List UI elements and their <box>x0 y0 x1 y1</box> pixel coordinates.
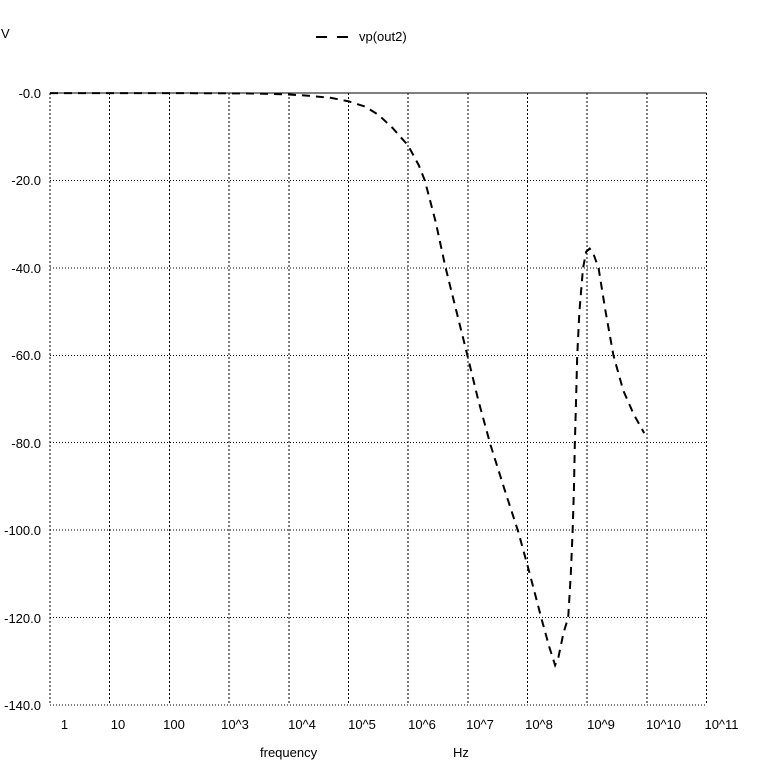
y-tick-label: -80.0 <box>11 435 41 451</box>
x-tick-label: 10^6 <box>408 717 436 732</box>
x-tick-label: 10^5 <box>348 717 376 732</box>
x-tick-label: 10^11 <box>704 717 739 732</box>
legend-series-label: vp(out2) <box>359 29 407 44</box>
x-axis-title: frequency <box>260 745 318 760</box>
x-tick-label: 10^3 <box>221 717 249 732</box>
x-tick-label: 10^8 <box>525 717 553 732</box>
y-tick-label: -20.0 <box>11 173 41 189</box>
y-tick-label: -0.0 <box>18 86 41 101</box>
x-tick-label: 10^10 <box>645 717 682 732</box>
x-tick-label: 10^9 <box>587 717 615 732</box>
y-tick-label: -100.0 <box>4 523 41 539</box>
y-tick-label: -40.0 <box>11 260 41 276</box>
y-axis-unit-label: V <box>1 26 10 41</box>
x-tick-label: 10^7 <box>466 717 494 732</box>
x-axis-unit-label: Hz <box>453 745 469 760</box>
x-tick-label: 10 <box>110 717 126 732</box>
x-tick-label: 1 <box>60 717 69 732</box>
x-tick-label: 10^4 <box>288 717 316 732</box>
x-tick-label: 100 <box>163 717 185 732</box>
y-tick-label: -120.0 <box>4 610 41 626</box>
vp-out2-curve <box>50 92 646 669</box>
y-tick-label: -60.0 <box>11 348 41 364</box>
y-tick-label: -140.0 <box>4 698 41 713</box>
